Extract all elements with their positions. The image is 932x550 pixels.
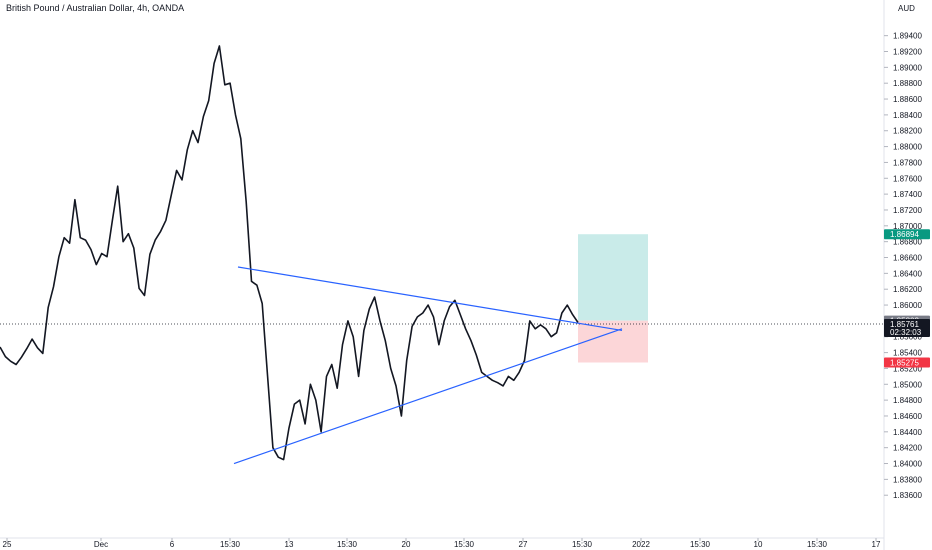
- y-tick-label: 1.88000: [893, 143, 922, 152]
- current-price-badge-text: 1.85761: [890, 320, 919, 329]
- stop-badge-bg: [884, 357, 930, 368]
- x-tick-label: 15:30: [572, 540, 593, 549]
- x-tick-label: 27: [519, 540, 528, 549]
- x-tick-label: 15:30: [807, 540, 828, 549]
- x-tick-label: 13: [285, 540, 294, 549]
- x-tick-label: 15:30: [337, 540, 358, 549]
- y-tick-label: 1.88600: [893, 95, 922, 104]
- x-tick-label: 10: [754, 540, 763, 549]
- y-tick-label: 1.88800: [893, 79, 922, 88]
- y-tick-label: 1.86400: [893, 269, 922, 278]
- stop-badge-text: 1.85275: [890, 358, 919, 367]
- y-tick-label: 1.85000: [893, 380, 922, 389]
- upper-trendline: [237, 266, 623, 331]
- y-tick-label: 1.89000: [893, 63, 922, 72]
- y-tick-label: 1.84000: [893, 460, 922, 469]
- y-tick-label: 1.89400: [893, 32, 922, 41]
- x-tick-label: 15:30: [454, 540, 475, 549]
- y-tick-label: 1.85400: [893, 349, 922, 358]
- x-tick-label: 6: [170, 540, 175, 549]
- y-tick-label: 1.83800: [893, 475, 922, 484]
- y-tick-label: 1.87400: [893, 190, 922, 199]
- loss-zone: [578, 320, 648, 363]
- y-tick-label: 1.88400: [893, 111, 922, 120]
- x-tick-label: 25: [3, 540, 12, 549]
- y-tick-label: 1.86000: [893, 301, 922, 310]
- y-tick-label: 1.88200: [893, 127, 922, 136]
- y-tick-label: 1.87000: [893, 222, 922, 231]
- y-tick-label: 1.86200: [893, 285, 922, 294]
- profit-zone: [578, 234, 648, 321]
- x-tick-label: Dec: [94, 540, 108, 549]
- chart-title: British Pound / Australian Dollar, 4h, O…: [6, 3, 185, 13]
- y-tick-label: 1.87600: [893, 174, 922, 183]
- price-series-line: [0, 45, 579, 461]
- current-price-badge-bg: [884, 318, 930, 337]
- x-tick-label: 15:30: [220, 540, 241, 549]
- y-tick-label: 1.87800: [893, 158, 922, 167]
- countdown-text: 02:32:03: [890, 328, 922, 337]
- y-tick-label: 1.83600: [893, 491, 922, 500]
- y-tick-label: 1.89200: [893, 48, 922, 57]
- y-tick-label: 1.86800: [893, 238, 922, 247]
- lower-trendline: [233, 328, 623, 465]
- y-tick-label: 1.84600: [893, 412, 922, 421]
- x-tick-label: 2022: [632, 540, 650, 549]
- time-axis[interactable]: 25 Dec 6 15:30 13 15:30 20 15:30 27 15:30 2022 15:3…: [0, 537, 884, 549]
- x-tick-label: 15:30: [690, 540, 711, 549]
- x-tick-label: 20: [402, 540, 411, 549]
- y-tick-label: 1.85600: [893, 333, 922, 342]
- plot-area: [0, 45, 884, 465]
- y-tick-label: 1.86600: [893, 254, 922, 263]
- y-tick-label: 1.84200: [893, 444, 922, 453]
- y-tick-label: 1.84800: [893, 396, 922, 405]
- target-badge-text: 1.86894: [890, 230, 919, 239]
- price-axis[interactable]: 1.89400 1.89200 1.89000 1.88800 1.88600 1.884…: [883, 0, 922, 550]
- currency-label: AUD: [898, 4, 915, 13]
- y-tick-label: 1.85200: [893, 364, 922, 373]
- target-badge-bg: [884, 229, 930, 240]
- y-tick-label: 1.84400: [893, 428, 922, 437]
- y-tick-label: 1.87200: [893, 206, 922, 215]
- x-tick-label: 17: [872, 540, 881, 549]
